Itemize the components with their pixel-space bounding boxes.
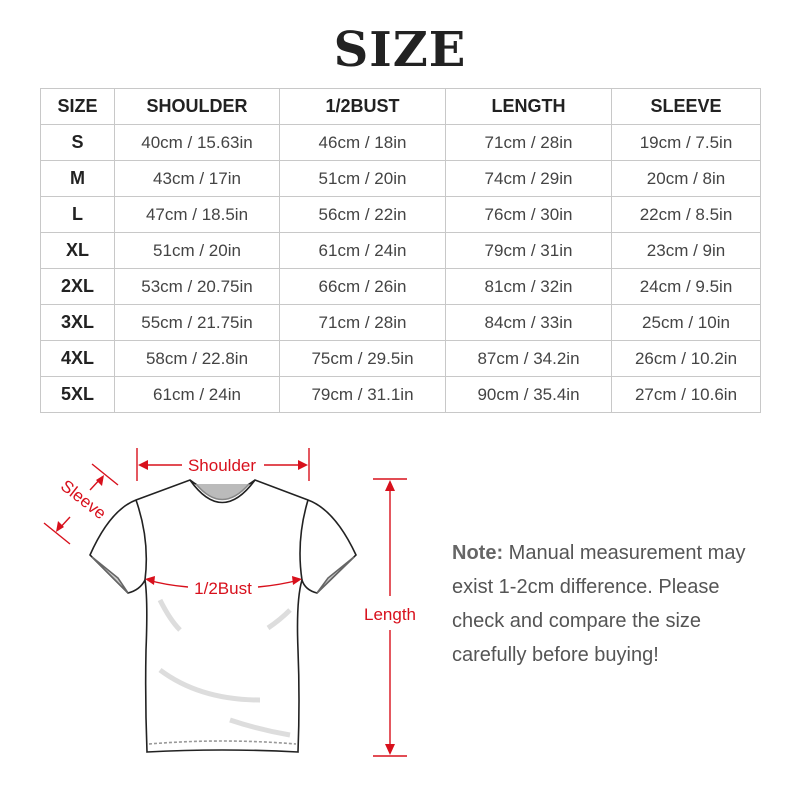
measurement-cell: 25cm / 10in bbox=[611, 304, 761, 341]
table-row: M 43cm / 17in 51cm / 20in 74cm / 29in 20cm /… bbox=[40, 160, 761, 197]
table-row: L 47cm / 18.5in 56cm / 22in 76cm / 30in 22cm… bbox=[40, 196, 761, 233]
measurement-cell: 81cm / 32in bbox=[445, 268, 612, 305]
bust-measure bbox=[145, 576, 302, 588]
measurement-cell: 58cm / 22.8in bbox=[114, 340, 280, 377]
measurement-cell: 71cm / 28in bbox=[279, 304, 446, 341]
size-cell: M bbox=[40, 160, 115, 197]
header-size: SIZE bbox=[40, 88, 115, 125]
measurement-cell: 79cm / 31.1in bbox=[279, 376, 446, 413]
measurement-cell: 23cm / 9in bbox=[611, 232, 761, 269]
size-cell: S bbox=[40, 124, 115, 161]
shoulder-measure bbox=[136, 448, 310, 481]
table-row: 5XL 61cm / 24in 79cm / 31.1in 90cm / 35.4in… bbox=[40, 376, 761, 413]
table-row: 3XL 55cm / 21.75in 71cm / 28in 84cm / 33in 2… bbox=[40, 304, 761, 341]
measurement-cell: 22cm / 8.5in bbox=[611, 196, 761, 233]
measurement-cell: 19cm / 7.5in bbox=[611, 124, 761, 161]
size-cell: 3XL bbox=[40, 304, 115, 341]
measurement-cell: 76cm / 30in bbox=[445, 196, 612, 233]
tshirt-illustration bbox=[89, 479, 357, 753]
note-text: Manual measurement may exist 1-2cm diffe… bbox=[452, 542, 746, 666]
measurement-cell: 84cm / 33in bbox=[445, 304, 612, 341]
header-bust: 1/2BUST bbox=[279, 88, 446, 125]
measurement-note: Note: Manual measurement may exist 1-2cm… bbox=[452, 536, 772, 672]
page-title: SIZE bbox=[333, 22, 467, 78]
measurement-cell: 40cm / 15.63in bbox=[114, 124, 280, 161]
measurement-cell: 43cm / 17in bbox=[114, 160, 280, 197]
measurement-cell: 87cm / 34.2in bbox=[445, 340, 612, 377]
measurement-cell: 20cm / 8in bbox=[611, 160, 761, 197]
length-label: Length bbox=[364, 605, 416, 624]
measurement-cell: 51cm / 20in bbox=[114, 232, 280, 269]
table-row: XL 51cm / 20in 61cm / 24in 79cm / 31in 23cm … bbox=[40, 232, 761, 269]
length-measure bbox=[373, 478, 407, 757]
measurement-cell: 74cm / 29in bbox=[445, 160, 612, 197]
measurement-cell: 27cm / 10.6in bbox=[611, 376, 761, 413]
size-cell: 4XL bbox=[40, 340, 115, 377]
measurement-cell: 24cm / 9.5in bbox=[611, 268, 761, 305]
measurement-cell: 61cm / 24in bbox=[114, 376, 280, 413]
table-row: 2XL 53cm / 20.75in 66cm / 26in 81cm / 32in 2… bbox=[40, 268, 761, 305]
size-cell: L bbox=[40, 196, 115, 233]
size-table: SIZE SHOULDER 1/2BUST LENGTH SLEEVE S 40c… bbox=[40, 88, 761, 413]
measurement-cell: 26cm / 10.2in bbox=[611, 340, 761, 377]
measurement-cell: 53cm / 20.75in bbox=[114, 268, 280, 305]
measurement-cell: 51cm / 20in bbox=[279, 160, 446, 197]
table-row: S 40cm / 15.63in 46cm / 18in 71cm / 28in 19c… bbox=[40, 124, 761, 161]
measurement-cell: 71cm / 28in bbox=[445, 124, 612, 161]
header-shoulder: SHOULDER bbox=[114, 88, 280, 125]
measurement-cell: 55cm / 21.75in bbox=[114, 304, 280, 341]
shoulder-label: Shoulder bbox=[188, 456, 256, 475]
sleeve-measure bbox=[43, 463, 119, 545]
measurement-cell: 90cm / 35.4in bbox=[445, 376, 612, 413]
note-label: Note: bbox=[452, 542, 504, 564]
header-sleeve: SLEEVE bbox=[611, 88, 761, 125]
table-header-row: SIZE SHOULDER 1/2BUST LENGTH SLEEVE bbox=[40, 88, 761, 125]
bust-label: 1/2Bust bbox=[194, 579, 252, 598]
measurement-cell: 47cm / 18.5in bbox=[114, 196, 280, 233]
